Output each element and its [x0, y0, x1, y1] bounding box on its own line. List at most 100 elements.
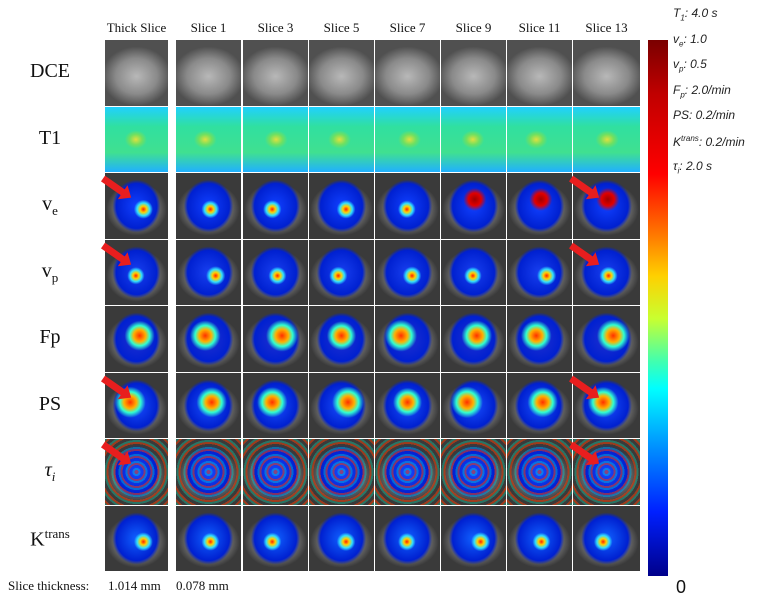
image-cell-dce [375, 40, 440, 106]
slice-thickness-label: Slice thickness: [8, 578, 90, 593]
colorbar-max-label: T1: 4.0 s [673, 6, 717, 22]
row-label-fp: Fp [0, 326, 100, 349]
row-label-main: Fp [39, 326, 61, 348]
image-cell-ps [243, 372, 308, 438]
image-cell-taui [375, 439, 440, 505]
row-label-main: v [42, 193, 53, 215]
image-cell-dce [573, 40, 640, 106]
image-cell-dce [243, 40, 308, 106]
image-cell-ktrans [375, 505, 440, 571]
label-value: : 0.2/min [698, 134, 745, 149]
colorbar-max-label: ve: 1.0 [673, 32, 707, 48]
label-value: : 0.5 [683, 57, 707, 71]
row-label-main: τ [44, 459, 52, 481]
column-header: Slice 3 [257, 20, 294, 35]
row-label-sub: i [51, 469, 56, 484]
image-cell-ktrans [176, 505, 241, 571]
column-header: Slice 9 [455, 20, 492, 35]
column-header: Slice 7 [389, 20, 426, 35]
image-cell-ve [507, 173, 572, 239]
image-cell-dce [441, 40, 506, 106]
image-cell-fp [176, 306, 241, 372]
row-label-t1: T1 [0, 127, 100, 150]
image-cell-dce [507, 40, 572, 106]
row-label-taui: τi [0, 459, 100, 485]
slice-thickness-thick: 1.014 mm [108, 578, 161, 593]
image-cell-vp [507, 239, 572, 305]
colorbar-max-label: PS: 0.2/min [673, 108, 735, 122]
row-label-sub: p [51, 269, 59, 285]
image-cell-ktrans [441, 505, 506, 571]
label-value: : 2.0/min [684, 82, 731, 97]
image-cell-ve [243, 173, 308, 239]
image-cell-ps [375, 372, 440, 438]
row-label-ve: ve [0, 193, 100, 219]
column-header: Slice 13 [585, 20, 628, 35]
image-cell-dce [309, 40, 374, 106]
image-cell-dce [105, 40, 168, 106]
image-cell-t1 [507, 106, 572, 172]
label-symbol: v [673, 31, 679, 46]
label-value: : 2.0 s [679, 159, 712, 173]
row-label-vp: vp [0, 260, 100, 286]
image-cell-taui [243, 439, 308, 505]
image-cell-ps [507, 372, 572, 438]
column-header: Thick Slice [106, 20, 167, 35]
colorbar-max-label: Fp: 2.0/min [673, 83, 731, 99]
label-symbol: τ [673, 159, 678, 173]
image-cell-ps [176, 372, 241, 438]
label-symbol: PS [673, 108, 690, 122]
image-cell-ve [309, 173, 374, 239]
image-cell-fp [573, 306, 640, 372]
label-symbol: T [673, 6, 681, 20]
colorbar-max-label: Ktrans: 0.2/min [673, 134, 745, 149]
label-sub: e [679, 38, 684, 48]
image-cell-t1 [105, 106, 168, 172]
label-value: : 1.0 [683, 31, 707, 46]
colorbar-max-label: vp: 0.5 [673, 57, 707, 73]
image-cell-ktrans [309, 505, 374, 571]
image-cell-taui [441, 439, 506, 505]
row-label-dce: DCE [0, 60, 100, 83]
image-cell-vp [441, 239, 506, 305]
label-value: : 4.0 s [684, 6, 718, 20]
label-symbol: v [673, 57, 679, 71]
image-cell-t1 [375, 106, 440, 172]
label-sup: trans [681, 133, 699, 143]
image-cell-t1 [573, 106, 640, 172]
image-cell-ve [375, 173, 440, 239]
image-cell-fp [375, 306, 440, 372]
image-cell-ktrans [105, 505, 168, 571]
image-cell-taui [507, 439, 572, 505]
label-sub: p [679, 64, 684, 74]
image-cell-ktrans [243, 505, 308, 571]
image-cell-taui [309, 439, 374, 505]
colorbar-max-label: τi: 2.0 s [673, 159, 712, 175]
column-header: Slice 1 [190, 20, 227, 35]
column-header: Slice 5 [323, 20, 360, 35]
image-cell-t1 [441, 106, 506, 172]
image-cell-vp [309, 239, 374, 305]
image-cell-taui [176, 439, 241, 505]
label-value: : 0.2/min [689, 108, 736, 122]
image-cell-t1 [243, 106, 308, 172]
label-sub: 1 [680, 13, 685, 23]
colorbar-min-label: 0 [676, 577, 687, 597]
colorbar [648, 40, 668, 576]
image-cell-t1 [309, 106, 374, 172]
image-cell-vp [375, 239, 440, 305]
image-cell-ve [441, 173, 506, 239]
label-symbol: F [673, 82, 681, 97]
image-cell-fp [441, 306, 506, 372]
row-label-sub: e [52, 203, 58, 218]
image-cell-vp [176, 239, 241, 305]
row-label-ktrans: Ktrans [0, 526, 100, 552]
image-cell-ve [176, 173, 241, 239]
image-cell-ktrans [573, 505, 640, 571]
image-cell-ktrans [507, 505, 572, 571]
row-label-main: v [41, 259, 52, 282]
column-header: Slice 11 [518, 20, 561, 35]
image-cell-ps [309, 372, 374, 438]
row-label-main: T1 [38, 126, 62, 149]
image-cell-vp [243, 239, 308, 305]
